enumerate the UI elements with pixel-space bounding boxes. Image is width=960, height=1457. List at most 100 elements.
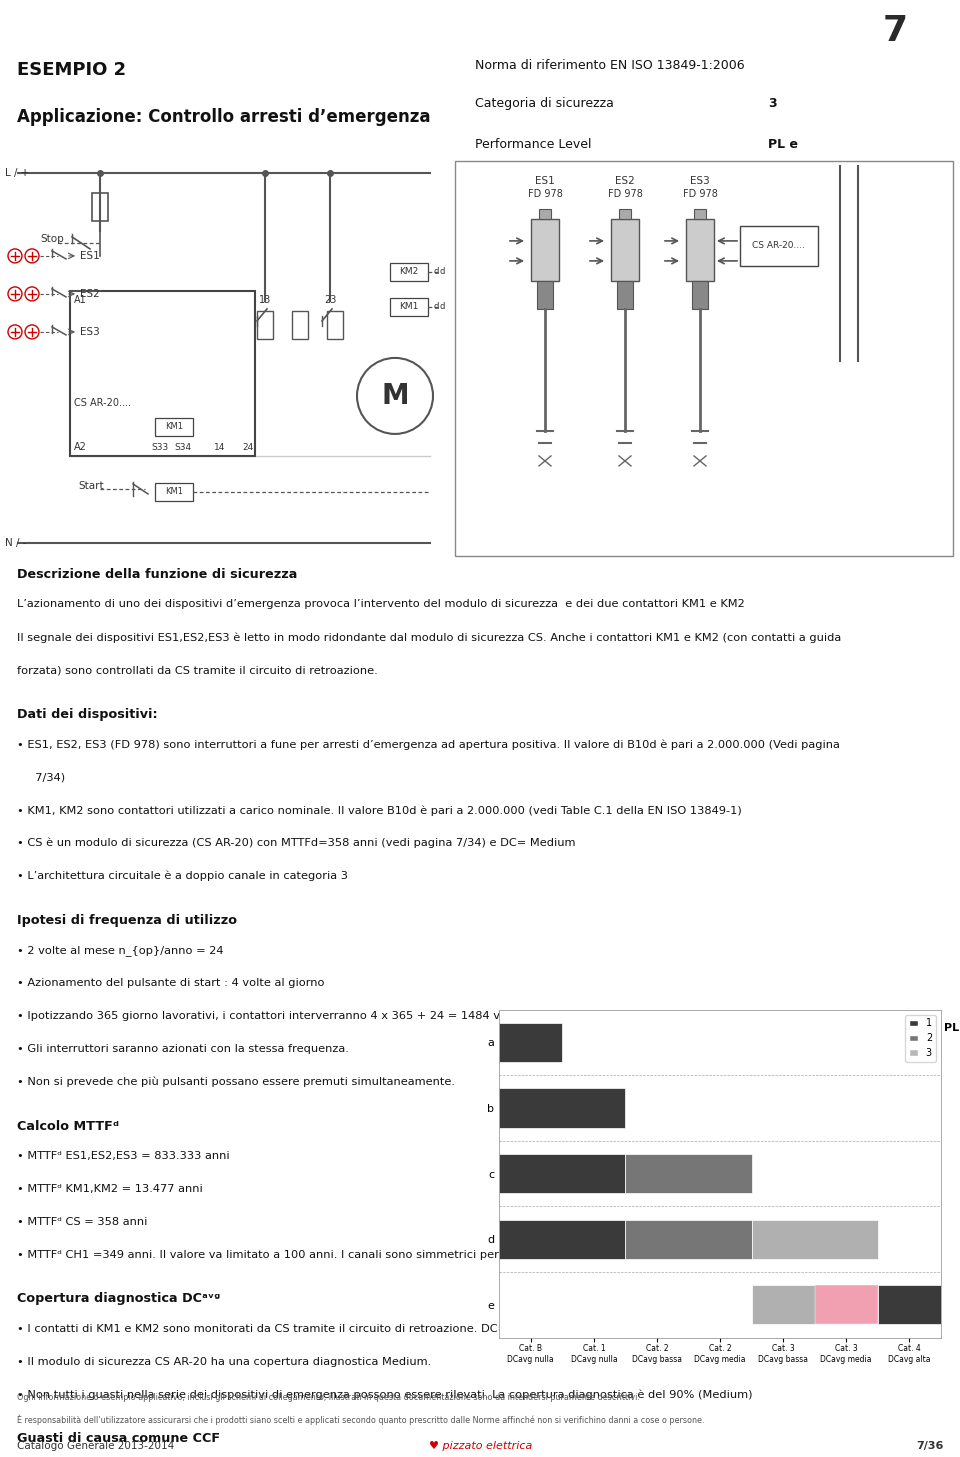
Text: 7/34): 7/34): [29, 772, 65, 782]
Text: • Gli interruttori saranno azionati con la stessa frequenza.: • Gli interruttori saranno azionati con …: [17, 1043, 349, 1053]
Text: Applicazione: Controllo arresti d’emergenza: Applicazione: Controllo arresti d’emerge…: [17, 108, 431, 127]
Text: L’azionamento di uno dei dispositivi d’emergenza provoca l’intervento del modulo: L’azionamento di uno dei dispositivi d’e…: [17, 599, 745, 609]
Bar: [327, 310, 343, 339]
Text: L / +: L / +: [5, 168, 30, 178]
Text: N / -: N / -: [5, 538, 27, 548]
Bar: [155, 418, 193, 436]
Text: KM2: KM2: [399, 268, 419, 277]
Bar: [692, 281, 708, 309]
Text: KM1: KM1: [165, 488, 183, 497]
Text: S34: S34: [175, 443, 192, 452]
Text: 24: 24: [242, 443, 253, 452]
Text: FD 978: FD 978: [528, 189, 563, 200]
Text: 7: 7: [882, 13, 908, 48]
Bar: [619, 208, 631, 219]
Bar: [617, 281, 633, 309]
Text: ESEMPIO 2: ESEMPIO 2: [17, 61, 127, 79]
Text: • Azionamento del pulsante di start : 4 volte al giorno: • Azionamento del pulsante di start : 4 …: [17, 978, 324, 988]
Text: d: d: [433, 268, 439, 277]
Bar: [390, 262, 428, 281]
Text: È responsabilità dell’utilizzatore assicurarsi che i prodotti siano scelti e app: È responsabilità dell’utilizzatore assic…: [17, 1415, 705, 1425]
Text: • MTTFᵈ CH1 =349 anni. Il valore va limitato a 100 anni. I canali sono simmetric: • MTTFᵈ CH1 =349 anni. Il valore va limi…: [17, 1250, 659, 1260]
Text: d: d: [440, 268, 445, 277]
Text: FD 978: FD 978: [608, 189, 642, 200]
Text: A1: A1: [74, 294, 86, 305]
Bar: [390, 297, 428, 316]
Text: • CS è un modulo di sicurezza (CS AR-20) con MTTFd=358 anni (vedi pagina 7/34) e: • CS è un modulo di sicurezza (CS AR-20)…: [17, 838, 576, 848]
Text: Descrizione della funzione di sicurezza: Descrizione della funzione di sicurezza: [17, 568, 298, 581]
Text: • Non si prevede che più pulsanti possano essere premuti simultaneamente.: • Non si prevede che più pulsanti possan…: [17, 1077, 455, 1087]
Text: Categoria di sicurezza: Categoria di sicurezza: [475, 98, 614, 111]
Bar: [752, 1285, 877, 1324]
Text: ♥ pizzato elettrica: ♥ pizzato elettrica: [429, 1441, 532, 1451]
Bar: [611, 219, 639, 281]
Bar: [539, 208, 551, 219]
Bar: [531, 219, 559, 281]
Bar: [292, 310, 308, 339]
Text: 3: 3: [768, 98, 777, 111]
Bar: [499, 1023, 563, 1062]
Bar: [499, 1154, 625, 1193]
Bar: [625, 1154, 752, 1193]
Text: Ogni informazione o esempio applicativo, inclusi gli schemi di collegamento, ill: Ogni informazione o esempio applicativo,…: [17, 1393, 640, 1402]
Text: KM1: KM1: [165, 423, 183, 431]
Bar: [455, 160, 953, 557]
Text: Dati dei dispositivi:: Dati dei dispositivi:: [17, 708, 157, 721]
Text: d: d: [433, 303, 439, 312]
Text: ES3: ES3: [80, 326, 100, 337]
Bar: [92, 192, 108, 221]
Text: S33: S33: [152, 443, 169, 452]
Bar: [499, 1220, 625, 1259]
Text: • I contatti di KM1 e KM2 sono monitorati da CS tramite il circuito di retroazio: • I contatti di KM1 e KM2 sono monitorat…: [17, 1323, 571, 1333]
Text: • Il modulo di sicurezza CS AR-20 ha una copertura diagnostica Medium.: • Il modulo di sicurezza CS AR-20 ha una…: [17, 1356, 432, 1367]
Text: Ipotesi di frequenza di utilizzo: Ipotesi di frequenza di utilizzo: [17, 914, 237, 927]
Text: CS AR-20....: CS AR-20....: [74, 398, 131, 408]
Text: Copertura diagnostica DCᵃᵛᵍ: Copertura diagnostica DCᵃᵛᵍ: [17, 1292, 221, 1305]
Bar: [537, 281, 553, 309]
Text: KM1: KM1: [399, 303, 419, 312]
Text: 14: 14: [214, 443, 226, 452]
Text: ES2: ES2: [615, 176, 635, 186]
Text: 13: 13: [259, 294, 271, 305]
Text: • KM1, KM2 sono contattori utilizzati a carico nominale. Il valore B10d è pari a: • KM1, KM2 sono contattori utilizzati a …: [17, 806, 742, 816]
Text: • Ipotizzando 365 giorno lavorativi, i contattori interverranno 4 x 365 + 24 = 1: • Ipotizzando 365 giorno lavorativi, i c…: [17, 1011, 554, 1021]
Bar: [625, 1220, 752, 1259]
Text: Il segnale dei dispositivi ES1,ES2,ES3 è letto in modo ridondante dal modulo di : Il segnale dei dispositivi ES1,ES2,ES3 è…: [17, 632, 842, 643]
Text: FD 978: FD 978: [683, 189, 717, 200]
Bar: [740, 226, 818, 267]
Text: Norma di riferimento EN ISO 13849-1:2006: Norma di riferimento EN ISO 13849-1:2006: [475, 60, 745, 71]
Text: 23: 23: [324, 294, 336, 305]
Text: Guasti di causa comune CCF: Guasti di causa comune CCF: [17, 1432, 221, 1445]
Text: Catalogo Generale 2013-2014: Catalogo Generale 2013-2014: [17, 1441, 175, 1451]
Text: • 2 volte al mese n_{op}/anno = 24: • 2 volte al mese n_{op}/anno = 24: [17, 946, 224, 956]
Text: Stop: Stop: [40, 235, 63, 243]
Bar: [877, 1285, 941, 1324]
Text: • Non tutti i guasti nella serie dei dispositivi di emergenza possono essere ril: • Non tutti i guasti nella serie dei dis…: [17, 1390, 753, 1400]
Text: d: d: [440, 303, 445, 312]
Text: • L’architettura circuitale è a doppio canale in categoria 3: • L’architettura circuitale è a doppio c…: [17, 871, 348, 881]
Bar: [752, 1220, 877, 1259]
Bar: [155, 482, 193, 501]
Text: Performance Level: Performance Level: [475, 138, 591, 150]
Text: forzata) sono controllati da CS tramite il circuito di retroazione.: forzata) sono controllati da CS tramite …: [17, 664, 378, 675]
Bar: [499, 1088, 625, 1128]
Text: • MTTFᵈ CS = 358 anni: • MTTFᵈ CS = 358 anni: [17, 1217, 148, 1227]
Legend: 1, 2, 3: 1, 2, 3: [905, 1014, 936, 1062]
Text: Start: Start: [78, 481, 104, 491]
Text: CS AR-20....: CS AR-20....: [753, 242, 805, 251]
Text: • MTTFᵈ KM1,KM2 = 13.477 anni: • MTTFᵈ KM1,KM2 = 13.477 anni: [17, 1183, 203, 1193]
Bar: [815, 1285, 877, 1324]
Text: ES2: ES2: [80, 288, 100, 299]
Bar: [257, 310, 273, 339]
Text: • MTTFᵈ ES1,ES2,ES3 = 833.333 anni: • MTTFᵈ ES1,ES2,ES3 = 833.333 anni: [17, 1151, 229, 1161]
Text: • ES1, ES2, ES3 (FD 978) sono interruttori a fune per arresti d’emergenza ad ape: • ES1, ES2, ES3 (FD 978) sono interrutto…: [17, 739, 840, 750]
Text: 7/36: 7/36: [916, 1441, 944, 1451]
Text: M: M: [381, 382, 409, 409]
Text: Calcolo MTTFᵈ: Calcolo MTTFᵈ: [17, 1119, 119, 1132]
Text: ES1: ES1: [535, 176, 555, 186]
Bar: [694, 208, 706, 219]
Text: PL: PL: [944, 1023, 959, 1033]
Text: A2: A2: [74, 441, 86, 452]
Text: ES3: ES3: [690, 176, 709, 186]
Bar: [70, 291, 255, 456]
